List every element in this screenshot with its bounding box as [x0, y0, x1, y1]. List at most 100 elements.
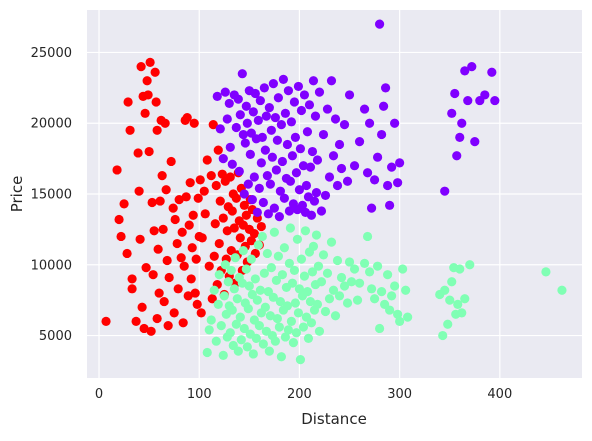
scatter-point [289, 265, 300, 276]
scatter-point [251, 333, 261, 343]
scatter-point [298, 322, 309, 332]
scatter-point [440, 186, 450, 196]
y-tick-label: 20000 [31, 117, 72, 132]
scatter-point [145, 57, 155, 67]
scatter-point [246, 236, 256, 246]
scatter-point [249, 172, 259, 182]
scatter-point [307, 146, 318, 157]
scatter-point [239, 323, 249, 334]
scatter-point [346, 277, 357, 287]
scatter-point [294, 284, 305, 294]
scatter-point [241, 210, 251, 220]
scatter-point [463, 95, 473, 106]
scatter-point [178, 318, 188, 328]
scatter-point [381, 83, 391, 93]
scatter-point [287, 151, 298, 161]
scatter-point [241, 101, 251, 111]
scatter-point [250, 274, 260, 284]
scatter-point [280, 332, 291, 342]
scatter-point [137, 302, 147, 312]
scatter-point [224, 98, 234, 109]
scatter-point [438, 330, 448, 341]
scatter-point [383, 270, 393, 280]
scatter-point [354, 137, 365, 147]
scatter-point [190, 288, 200, 298]
scatter-point [214, 270, 224, 280]
scatter-point [215, 196, 225, 206]
scatter-point [174, 195, 184, 205]
scatter-point [101, 316, 111, 326]
x-axis-label: Distance [301, 410, 367, 428]
scatter-point [318, 250, 329, 260]
scatter-point [306, 318, 317, 328]
scatter-point [276, 120, 286, 130]
scatter-point [344, 90, 355, 100]
x-tick-labels: 0 100 200 300 400 [95, 387, 512, 402]
scatter-point [162, 255, 172, 266]
scatter-point [151, 97, 161, 107]
scatter-point [258, 339, 268, 349]
scatter-point [265, 311, 275, 321]
scatter-point [264, 103, 274, 113]
scatter-point [322, 104, 333, 114]
scatter-point [304, 100, 315, 110]
scatter-point [238, 129, 248, 140]
scatter-point [252, 207, 262, 217]
scatter-point [186, 274, 196, 284]
scatter-point [293, 308, 304, 318]
scatter-point [487, 67, 497, 77]
scatter-point [490, 95, 500, 106]
scatter-point [322, 268, 333, 278]
scatter-point [204, 325, 214, 335]
scatter-point [157, 171, 167, 181]
scatter-point [349, 264, 360, 274]
scatter-point [255, 285, 265, 295]
scatter-point [215, 124, 225, 134]
scatter-point [193, 193, 203, 203]
scatter-point [291, 328, 302, 338]
y-tick-label: 25000 [31, 46, 72, 61]
scatter-point [339, 120, 350, 130]
scatter-point [467, 62, 477, 72]
scatter-point [390, 118, 400, 128]
scatter-point [269, 227, 279, 237]
scatter-point [320, 306, 331, 317]
scatter-point [376, 287, 387, 297]
scatter-point [354, 278, 365, 288]
scatter-point [256, 221, 266, 232]
scatter-point [332, 180, 343, 191]
scatter-point [342, 298, 353, 308]
scatter-point [286, 117, 297, 127]
scatter-point [276, 352, 286, 362]
scatter-point [455, 132, 465, 142]
scatter-point [309, 196, 320, 206]
scatter-point [261, 111, 271, 121]
scatter-point [226, 265, 236, 276]
scatter-point [177, 227, 187, 237]
scatter-point [268, 292, 278, 302]
scatter-point [148, 270, 158, 280]
scatter-point [455, 264, 465, 274]
scatter-point [247, 195, 257, 205]
scatter-point [204, 261, 214, 271]
scatter-point [231, 122, 241, 133]
scatter-point [270, 112, 280, 123]
scatter-point [243, 304, 253, 314]
scatter-point [179, 261, 189, 271]
scatter-point [336, 163, 347, 174]
scatter-point [440, 285, 450, 295]
scatter-point [312, 155, 323, 165]
scatter-point [324, 172, 335, 182]
scatter-point [291, 168, 302, 178]
scatter-point [352, 295, 363, 305]
scatter-point [112, 165, 122, 175]
scatter-point [364, 267, 375, 277]
scatter-point [395, 158, 405, 168]
scatter-point [359, 258, 370, 268]
scatter-point [116, 231, 126, 242]
scatter-point [202, 347, 212, 358]
scatter-point [173, 284, 183, 294]
scatter-point [450, 88, 460, 99]
scatter-point [225, 142, 235, 152]
